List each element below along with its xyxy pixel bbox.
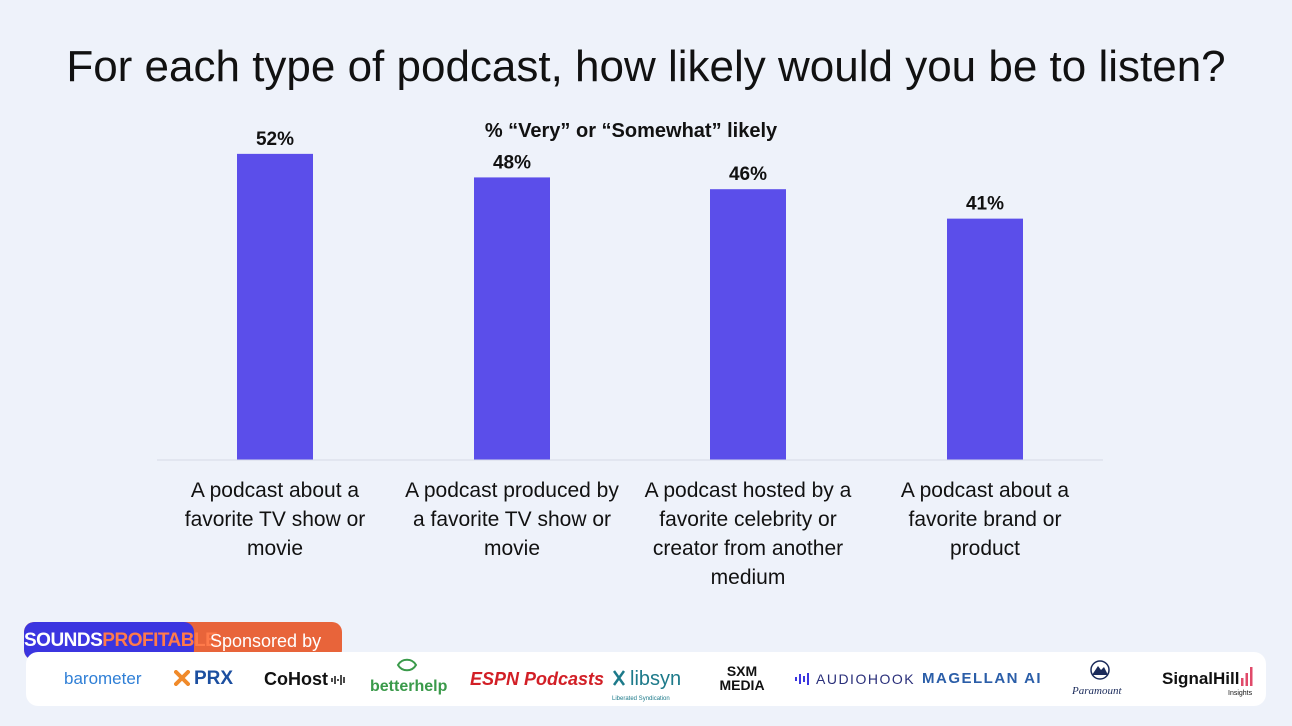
category-label-line: A podcast about a — [190, 479, 360, 502]
leaf-icon — [396, 658, 418, 672]
chart-subtitle: % “Very” or “Somewhat” likely — [484, 120, 778, 142]
bar-4 — [947, 218, 1023, 460]
sponsor-logo-espn-podcasts: ESPN Podcasts — [470, 669, 605, 689]
sponsor-logo-magellan-ai: MAGELLAN AI — [922, 670, 1043, 687]
bar-2 — [474, 177, 550, 460]
category-label-line: favorite brand or — [908, 508, 1062, 531]
category-label-line: movie — [483, 537, 541, 560]
sponsor-logo-libsyn: libsyn Liberated Syndication — [612, 652, 681, 706]
category-label-line: A podcast about a — [900, 479, 1070, 502]
sponsor-logo-betterhelp: betterhelp — [370, 652, 447, 706]
mountain-stars-icon — [1088, 660, 1112, 680]
sponsor-logo-barometer: barometer — [64, 669, 142, 688]
chart-title: For each type of podcast, how likely wou… — [66, 42, 1226, 91]
category-label-1: A podcast about a favorite TV show or movi… — [157, 476, 393, 563]
category-label-line: a favorite TV show or — [412, 508, 612, 531]
sponsor-logo-signalhill: SignalHill Insights — [1162, 652, 1257, 706]
category-label-line: A podcast hosted by a — [644, 479, 852, 502]
sponsor-logo-prx: PRX — [174, 652, 233, 706]
bar-3 — [710, 189, 786, 460]
category-label-line: A podcast produced by — [405, 479, 619, 502]
bar-value-label-3: 46% — [729, 164, 767, 185]
category-label-line: creator from another — [652, 537, 844, 560]
x-mark-icon — [174, 652, 190, 706]
category-label-line: medium — [710, 566, 786, 589]
category-label-line: movie — [246, 537, 304, 560]
bar-1 — [237, 153, 313, 460]
libsyn-mark-icon — [612, 652, 626, 706]
category-label-line: favorite TV show or — [184, 508, 366, 531]
category-label-2: A podcast produced by a favorite TV show … — [394, 476, 630, 563]
bar-value-label-4: 41% — [966, 194, 1004, 215]
sponsor-logo-strip: barometer PRX CoHost betterhelp ESPN Pod… — [26, 652, 1266, 706]
audio-wave-icon — [331, 652, 347, 706]
category-label-line: product — [949, 537, 1021, 560]
bar-value-label-1: 52% — [256, 129, 294, 150]
signal-bars-icon — [1241, 652, 1253, 706]
audio-bars-icon — [794, 652, 812, 706]
sponsor-logo-cohost: CoHost — [264, 652, 351, 706]
bar-chart: 52% 48% 46% 41% — [157, 129, 1103, 461]
sponsor-logo-sxm-media: SXM MEDIA — [719, 663, 765, 693]
category-label-3: A podcast hosted by a favorite celebrity … — [630, 476, 866, 592]
sponsor-logo-paramount: Paramount — [1072, 652, 1122, 706]
sponsor-logo-audiohook: AUDIOHOOK — [794, 652, 915, 706]
category-label-line: favorite celebrity or — [659, 508, 837, 531]
bar-value-label-2: 48% — [493, 152, 531, 173]
sponsored-by-label: Sponsored by — [210, 631, 322, 651]
category-label-4: A podcast about a favorite brand or produc… — [867, 476, 1103, 563]
